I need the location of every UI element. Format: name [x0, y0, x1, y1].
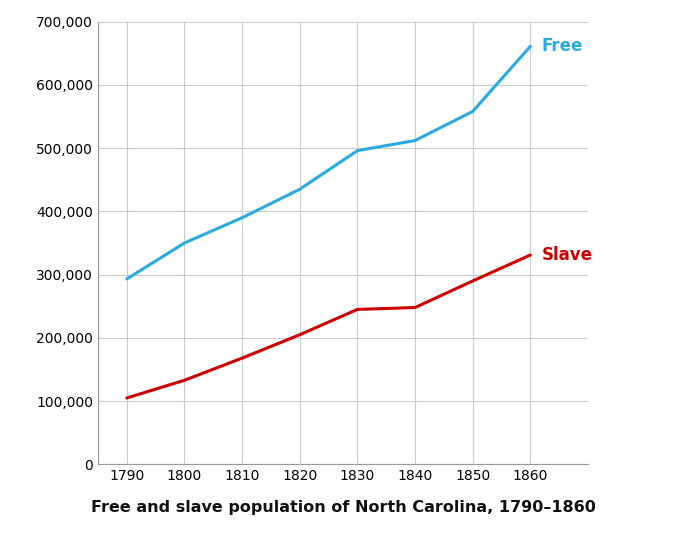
- Text: Slave: Slave: [542, 246, 593, 264]
- Text: Free: Free: [542, 37, 583, 55]
- X-axis label: Free and slave population of North Carolina, 1790–1860: Free and slave population of North Carol…: [90, 500, 596, 515]
